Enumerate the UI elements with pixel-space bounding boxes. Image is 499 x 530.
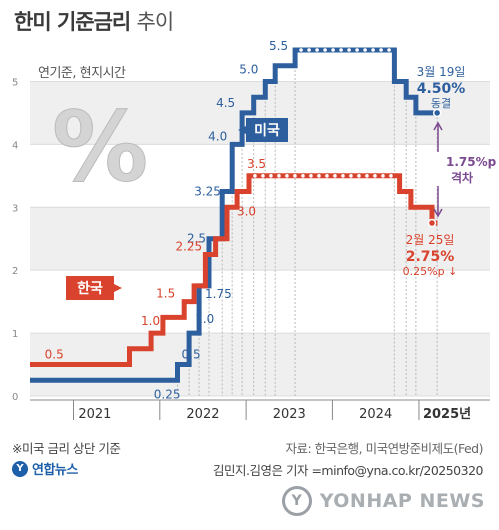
kr-end-marker (427, 218, 437, 228)
page-title: 한미 기준금리 추이 (14, 6, 175, 36)
kr-series-line (30, 173, 438, 367)
source-text: 자료: 한국은행, 미국연방준비제도(Fed) (285, 441, 483, 456)
us-plateau-dot (331, 48, 335, 52)
y-tick-label: 5 (12, 77, 18, 88)
footnote: ※미국 금리 상단 기준 (12, 441, 121, 456)
yonhap-logo: Y 연합뉴스 (12, 459, 78, 478)
us-plateau-dot (315, 48, 319, 52)
us-legend-callout (238, 118, 288, 142)
kr-plateau-dot (389, 174, 393, 178)
kr-plateau-dot (261, 174, 265, 178)
us-point-label: 1.75 (205, 287, 232, 301)
yonhap-mark-icon: Y (12, 460, 28, 477)
us-point-label: 5.5 (269, 39, 288, 53)
us-plateau-dot (323, 48, 327, 52)
kr-annotation-date: 2월 25일 (406, 233, 455, 247)
x-tick-label: 2023 (273, 407, 306, 422)
kr-annotation-value: 2.75% (406, 249, 455, 265)
us-plateau-dot (339, 48, 343, 52)
us-plateau-dot (347, 48, 351, 52)
us-series-line (30, 47, 438, 383)
title-main: 한미 기준금리 (14, 10, 131, 34)
us-annotation-date: 3월 19일 (417, 65, 466, 79)
us-point-label: 4.0 (208, 129, 227, 143)
us-plateau-dot (307, 48, 311, 52)
grid-band (30, 207, 490, 271)
us-plateau-dot (371, 48, 375, 52)
us-plateau-dot (387, 48, 391, 52)
gap-value: 1.75%p (446, 155, 497, 169)
kr-legend-callout (66, 276, 122, 300)
y-tick-label: 3 (12, 203, 18, 214)
us-plateau-dot (363, 48, 367, 52)
us-plateau-dot (379, 48, 383, 52)
kr-plateau-dot (285, 174, 289, 178)
us-plateau-dot (355, 48, 359, 52)
y-tick-label: 1 (12, 329, 18, 340)
percent-glyph-icon: % (52, 91, 148, 203)
kr-plateau-dot (309, 174, 313, 178)
title-sub: 추이 (136, 10, 175, 34)
kr-plateau-dot (373, 174, 377, 178)
rate-chart: 0 1 2 3 4 5% 2021 2022 2023 2024 2025년 0.25 0.5 1.0 1.… (12, 39, 497, 422)
unit-label: 연기준, 현지시간 (38, 66, 126, 81)
watermark-circle-icon: Y (281, 486, 312, 516)
kr-legend-label: 한국 (77, 281, 103, 297)
us-point-label: 0.5 (182, 348, 201, 362)
watermark: Y YONHAP NEWS (281, 486, 485, 516)
kr-plateau-dot (301, 174, 305, 178)
kr-plateau-dot (333, 174, 337, 178)
gap-arrow-down-icon (433, 208, 443, 218)
gap-label-bg (436, 152, 496, 186)
us-point-label: 4.5 (216, 96, 235, 110)
x-tick-label: 2025년 (423, 407, 471, 422)
kr-plateau-dot (253, 174, 257, 178)
kr-plateau-dot (365, 174, 369, 178)
yonhap-logo-text: 연합뉴스 (32, 463, 78, 478)
us-legend-label: 미국 (254, 123, 280, 139)
y-tick-label: 2 (12, 266, 18, 277)
kr-plateau-dot (357, 174, 361, 178)
x-tick-label: 2021 (78, 407, 111, 422)
kr-plateau-dot (277, 174, 281, 178)
kr-point-label: 3.0 (237, 204, 256, 218)
us-annotation-value: 4.50% (417, 81, 466, 97)
kr-plateau-dot (325, 174, 329, 178)
kr-point-label: 3.5 (247, 157, 266, 171)
kr-plateau-dot (317, 174, 321, 178)
y-tick-label: 4 (12, 140, 18, 151)
us-point-label: 3.25 (194, 185, 221, 199)
kr-plateau-dot (341, 174, 345, 178)
kr-point-label: 1.0 (141, 314, 160, 328)
y-tick-label: 0 (12, 392, 18, 403)
x-tick-label: 2024 (359, 407, 392, 422)
kr-plateau-dot (293, 174, 297, 178)
us-end-marker (432, 108, 442, 118)
us-annotation-note: 동결 (431, 97, 451, 110)
kr-annotation-note: 0.25%p ↓ (403, 265, 458, 278)
kr-point-label: 2.25 (175, 239, 202, 253)
gap-label: 격차 (451, 170, 473, 185)
x-tick-label: 2022 (186, 407, 219, 422)
kr-plateau-dot (349, 174, 353, 178)
us-plateau-dot (299, 48, 303, 52)
us-point-label: 0.25 (154, 387, 181, 401)
credit-text: 김민지.김영은 기자 =minfo@yna.co.kr/20250320 (213, 463, 483, 478)
watermark-text: YONHAP NEWS (319, 490, 485, 512)
kr-plateau-dot (381, 174, 385, 178)
kr-plateau-dot (269, 174, 273, 178)
us-point-label: 2.5 (187, 232, 206, 246)
kr-point-label: 1.5 (156, 287, 175, 301)
us-point-label: 1.0 (195, 312, 214, 326)
us-point-label: 5.0 (239, 62, 258, 76)
gap-arrow-up-icon (433, 121, 443, 131)
kr-point-label: 0.5 (45, 348, 64, 362)
